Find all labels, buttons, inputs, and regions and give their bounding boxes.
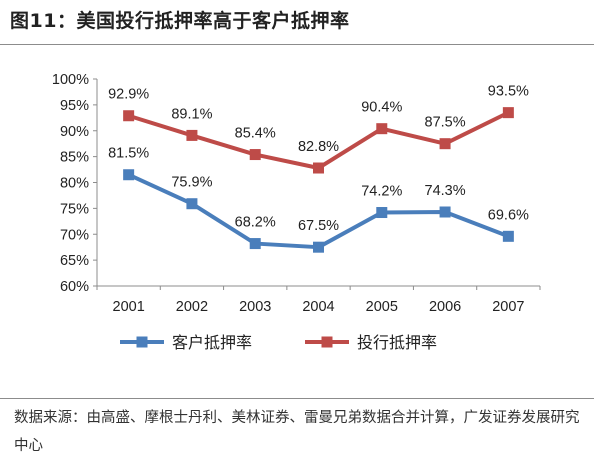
data-point-marker xyxy=(502,230,514,242)
y-tick-label: 80% xyxy=(60,176,89,192)
figure-title: 图11：美国投行抵押率高于客户抵押率 xyxy=(10,10,350,32)
y-tick-label: 100% xyxy=(52,72,89,88)
x-tick-label: 2003 xyxy=(239,299,271,315)
data-point-marker xyxy=(123,110,135,122)
legend-label: 投行抵押率 xyxy=(357,334,437,352)
data-point-marker xyxy=(376,123,388,135)
data-label: 75.9% xyxy=(171,175,212,191)
data-label: 67.5% xyxy=(298,218,339,234)
data-point-marker xyxy=(502,107,514,119)
y-tick-label: 85% xyxy=(60,150,89,166)
y-tick-label: 95% xyxy=(60,98,89,114)
y-tick-label: 75% xyxy=(60,201,89,217)
data-point-marker xyxy=(186,129,198,141)
data-label: 81.5% xyxy=(108,146,149,162)
data-label: 74.3% xyxy=(425,183,466,199)
data-label: 74.2% xyxy=(361,184,402,200)
data-point-marker xyxy=(313,241,324,253)
y-tick-label: 90% xyxy=(60,124,89,140)
data-point-marker xyxy=(249,238,261,250)
data-label: 89.1% xyxy=(171,106,212,122)
y-tick-label: 60% xyxy=(60,279,89,295)
line-chart: 60% 65% 70% 75% 80% 85% 90% 95% 100% 2001 2002 2003… xyxy=(52,72,541,352)
data-label: 90.4% xyxy=(361,100,402,116)
data-point-marker xyxy=(439,138,451,150)
y-tick-label: 70% xyxy=(60,227,89,243)
data-point-marker xyxy=(249,149,261,161)
source-note: 数据来源：由高盛、摩根士丹利、美林证券、雷曼兄弟数据合并计算，广发证券发展研究中… xyxy=(14,410,580,454)
data-point-marker xyxy=(123,169,135,181)
data-point-marker xyxy=(186,198,198,210)
data-label: 87.5% xyxy=(425,115,466,131)
x-tick-label: 2004 xyxy=(302,299,334,315)
data-label: 92.9% xyxy=(108,87,149,103)
data-point-marker xyxy=(313,162,324,174)
data-label: 82.8% xyxy=(298,139,339,155)
legend-marker xyxy=(321,336,333,348)
data-label: 69.6% xyxy=(488,207,529,223)
y-tick-label: 65% xyxy=(60,253,89,269)
x-tick-label: 2007 xyxy=(492,299,524,315)
x-tick-label: 2001 xyxy=(113,299,145,315)
data-label: 93.5% xyxy=(488,84,529,100)
data-label: 85.4% xyxy=(235,126,276,142)
data-point-marker xyxy=(376,207,388,219)
x-tick-label: 2002 xyxy=(176,299,208,315)
source-divider xyxy=(0,398,594,399)
legend-label: 客户抵押率 xyxy=(172,334,252,352)
data-label: 68.2% xyxy=(235,215,276,231)
legend-marker xyxy=(136,336,148,348)
data-point-marker xyxy=(439,206,451,218)
x-tick-label: 2005 xyxy=(366,299,398,315)
title-divider xyxy=(0,44,594,45)
x-tick-label: 2006 xyxy=(429,299,461,315)
